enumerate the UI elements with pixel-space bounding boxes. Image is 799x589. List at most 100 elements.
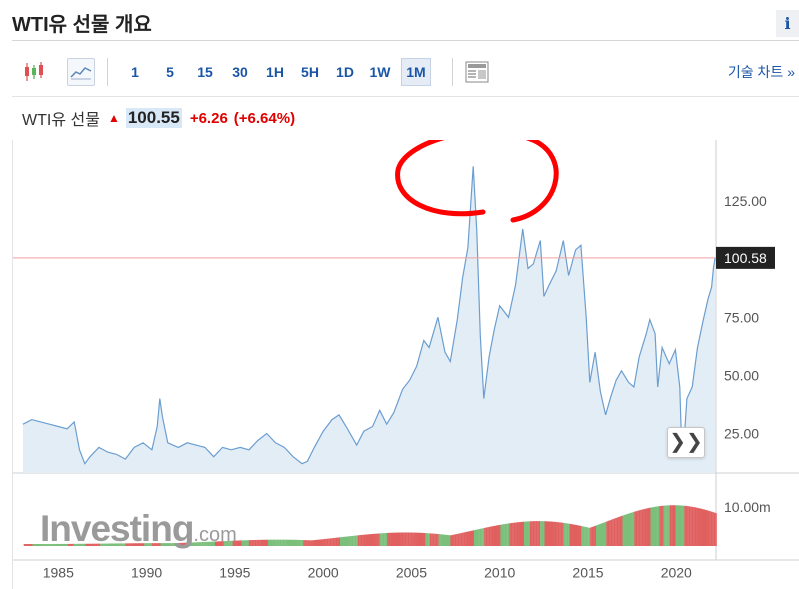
- interval-15-button[interactable]: 15: [197, 64, 213, 80]
- volume-bar: [582, 526, 585, 546]
- volume-bar: [228, 540, 230, 546]
- volume-bar: [665, 505, 667, 546]
- volume-bar: [370, 534, 373, 546]
- volume-bar: [250, 540, 252, 546]
- volume-bar: [535, 521, 538, 546]
- volume-bar: [251, 540, 254, 546]
- technical-chart-link[interactable]: 기술 차트 »: [727, 64, 795, 80]
- volume-bar: [216, 541, 219, 546]
- candlestick-chart-icon[interactable]: [20, 58, 48, 86]
- volume-bar: [462, 532, 464, 546]
- volume-bar: [560, 522, 563, 546]
- volume-bar: [544, 521, 547, 546]
- price-chart[interactable]: 25.00 50.00 75.00 125.00 100.58 10.00m 1985 199…: [13, 140, 799, 589]
- interval-5h-button[interactable]: 5H: [301, 64, 319, 80]
- volume-bar: [563, 522, 566, 546]
- volume-bar: [53, 543, 55, 546]
- interval-1d-button[interactable]: 1D: [336, 64, 354, 80]
- volume-bar: [616, 517, 619, 546]
- volume-bar: [585, 527, 588, 546]
- volume-bar: [372, 533, 374, 546]
- volume-bar: [97, 543, 99, 546]
- interval-1m-button[interactable]: 1M: [401, 58, 431, 86]
- volume-bar: [181, 542, 183, 546]
- volume-bar: [653, 506, 656, 546]
- volume-bar: [612, 519, 614, 546]
- volume-bar: [185, 542, 188, 546]
- interval-1h-button[interactable]: 1H: [266, 64, 284, 80]
- volume-bar: [176, 542, 179, 546]
- volume-bar: [172, 543, 174, 546]
- volume-bar: [312, 540, 314, 546]
- y-tick-label: 50.00: [724, 367, 759, 383]
- volume-bar: [270, 539, 273, 546]
- volume-bar: [628, 513, 630, 546]
- volume-bar: [434, 533, 436, 546]
- volume-bar: [35, 543, 38, 546]
- volume-bar: [634, 511, 636, 546]
- interval-5-button[interactable]: 5: [166, 64, 174, 80]
- volume-bar: [61, 543, 64, 546]
- info-icon[interactable]: i: [776, 10, 799, 37]
- volume-bar: [131, 543, 133, 546]
- volume-bar: [128, 543, 130, 546]
- volume-bar: [28, 543, 30, 546]
- volume-bar: [553, 521, 555, 546]
- volume-bar: [576, 525, 579, 546]
- volume-bar: [76, 543, 79, 546]
- volume-bar: [287, 539, 289, 546]
- volume-tick-label: 10.00m: [724, 499, 771, 515]
- line-chart-icon[interactable]: [67, 58, 95, 86]
- volume-bar: [57, 543, 60, 546]
- volume-bar: [622, 515, 625, 546]
- volume-bar: [597, 524, 600, 546]
- toolbar-separator: [452, 58, 453, 86]
- volume-bar: [428, 533, 430, 546]
- volume-bar: [691, 506, 694, 546]
- volume-bar: [242, 540, 245, 546]
- volume-bar: [348, 536, 351, 546]
- volume-bar: [245, 540, 248, 546]
- volume-bar: [322, 539, 324, 546]
- volume-bar: [540, 521, 542, 546]
- volume-bar: [142, 543, 145, 546]
- volume-bar: [159, 543, 161, 546]
- volume-bar: [420, 532, 423, 546]
- volume-bar: [688, 506, 691, 546]
- volume-bar: [32, 543, 35, 546]
- volume-bar: [709, 511, 711, 546]
- volume-bar: [715, 513, 717, 546]
- volume-bar: [531, 521, 533, 546]
- volume-bar: [529, 521, 532, 546]
- volume-bar: [175, 543, 177, 546]
- volume-bar: [44, 543, 46, 546]
- scroll-right-button[interactable]: ❯❯: [667, 427, 705, 458]
- volume-bar: [167, 543, 170, 546]
- interval-1w-button[interactable]: 1W: [369, 64, 391, 80]
- volume-bar: [619, 516, 622, 546]
- volume-bar: [450, 535, 452, 546]
- volume-bar: [381, 533, 383, 546]
- volume-bar: [116, 543, 118, 546]
- interval-1-button[interactable]: 1: [131, 64, 139, 80]
- volume-bar: [523, 521, 526, 546]
- volume-bar: [341, 537, 344, 546]
- volume-bar: [426, 533, 429, 546]
- volume-bar: [50, 543, 52, 546]
- interval-30-button[interactable]: 30: [232, 64, 248, 80]
- investing-logo: Investing.com: [40, 508, 237, 550]
- chart-area[interactable]: 25.00 50.00 75.00 125.00 100.58 10.00m 1985 199…: [12, 140, 799, 589]
- volume-bar: [412, 532, 414, 546]
- volume-bar: [72, 543, 74, 546]
- volume-bar: [284, 539, 286, 546]
- volume-bar: [238, 540, 241, 546]
- volume-bar: [409, 532, 411, 546]
- volume-bar: [478, 529, 480, 546]
- volume-bar: [347, 536, 349, 546]
- volume-bar: [360, 534, 363, 546]
- data-table-icon[interactable]: [463, 58, 491, 86]
- volume-bar: [378, 533, 380, 546]
- volume-bar: [191, 542, 194, 546]
- volume-bar: [637, 510, 639, 546]
- volume-bar: [331, 538, 333, 546]
